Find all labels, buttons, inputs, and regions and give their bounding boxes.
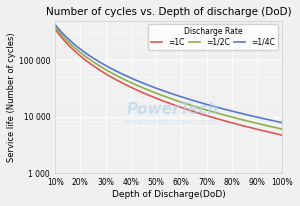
- =1C: [188, 109, 192, 112]
- =1/2C: [54, 27, 58, 29]
- =1C: [259, 129, 263, 131]
- =1/4C: [245, 114, 248, 116]
- =1C: [188, 109, 191, 111]
- =1/2C: [280, 128, 284, 130]
- Line: =1C: =1C: [55, 29, 282, 135]
- =1C: [192, 110, 196, 113]
- X-axis label: Depth of Discharge(DoD): Depth of Discharge(DoD): [112, 190, 226, 199]
- =1/2C: [53, 26, 57, 28]
- =1/2C: [192, 105, 196, 108]
- Line: =1/4C: =1/4C: [55, 25, 282, 123]
- =1/4C: [259, 117, 263, 119]
- =1/2C: [188, 104, 191, 106]
- Title: Number of cycles vs. Depth of discharge (DoD): Number of cycles vs. Depth of discharge …: [46, 7, 292, 17]
- =1/4C: [53, 23, 57, 26]
- Y-axis label: Service life (Number of cycles): Service life (Number of cycles): [7, 32, 16, 162]
- =1/2C: [245, 120, 248, 122]
- =1/2C: [259, 123, 263, 125]
- =1/2C: [188, 104, 192, 106]
- Text: PowerTech: PowerTech: [127, 102, 219, 117]
- Line: =1/2C: =1/2C: [55, 27, 282, 129]
- =1/4C: [280, 121, 284, 124]
- =1/4C: [192, 99, 196, 102]
- =1C: [54, 29, 58, 31]
- Legend: =1C, =1/2C, =1/4C: =1C, =1/2C, =1/4C: [148, 24, 278, 50]
- =1C: [53, 28, 57, 30]
- Text: ADVANCED ENERGY STORAGE SYSTEMS: ADVANCED ENERGY STORAGE SYSTEMS: [124, 121, 222, 125]
- =1/4C: [188, 98, 192, 101]
- =1/4C: [54, 24, 58, 27]
- =1C: [280, 134, 284, 136]
- =1/4C: [188, 98, 191, 101]
- =1C: [245, 125, 248, 128]
